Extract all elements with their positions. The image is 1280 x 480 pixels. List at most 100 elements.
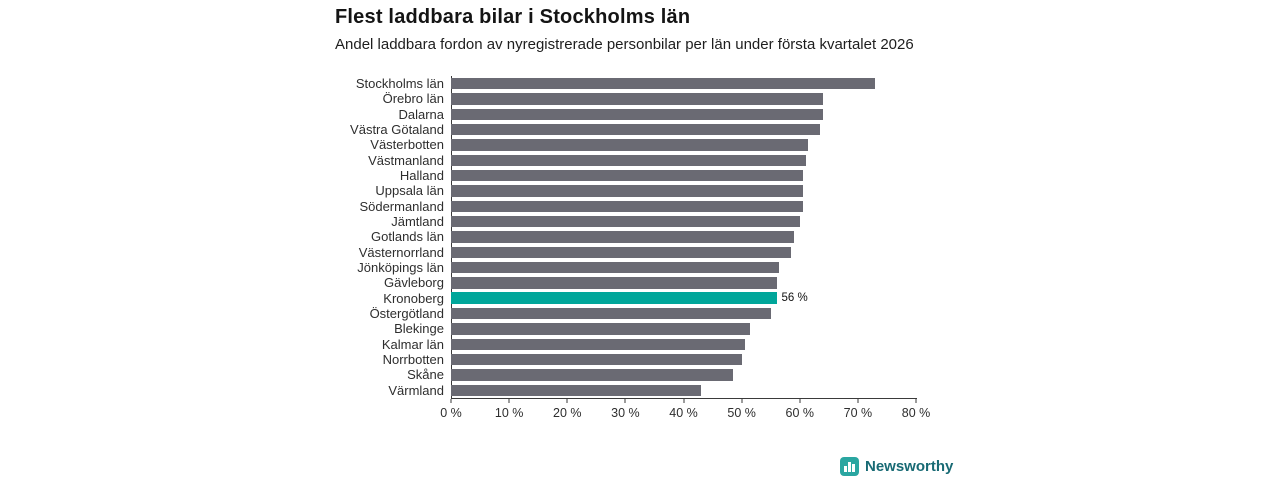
bar-row: Blekinge bbox=[335, 321, 920, 336]
bar-label: Västernorrland bbox=[358, 244, 444, 260]
x-tick-label: 10 % bbox=[494, 406, 524, 420]
bar-row: Skåne bbox=[335, 367, 920, 382]
bar bbox=[451, 108, 823, 120]
bar bbox=[451, 369, 733, 381]
bar-row: Stockholms län bbox=[335, 76, 920, 91]
bar-label: Kronoberg bbox=[383, 290, 444, 306]
bar bbox=[451, 277, 777, 289]
chart-subtitle: Andel laddbara fordon av nyregistrerade … bbox=[335, 36, 914, 53]
bar-row: Halland bbox=[335, 168, 920, 183]
bar bbox=[451, 231, 794, 243]
x-tick-mark bbox=[566, 399, 568, 403]
bar-track bbox=[451, 337, 916, 352]
x-tick-label: 70 % bbox=[843, 406, 873, 420]
bar-row: Västra Götaland bbox=[335, 122, 920, 137]
x-tick-label: 60 % bbox=[785, 406, 815, 420]
bar-track bbox=[451, 214, 916, 229]
newsworthy-logo-text: Newsworthy bbox=[865, 458, 954, 475]
bar bbox=[451, 169, 803, 182]
bar bbox=[451, 353, 742, 366]
bar bbox=[451, 93, 823, 105]
bar-track bbox=[451, 91, 916, 106]
bar-label: Gotlands län bbox=[371, 229, 444, 245]
bar-label: Jönköpings län bbox=[357, 260, 444, 276]
bar-label: Skåne bbox=[407, 367, 444, 383]
bar-value-label: 56 % bbox=[781, 292, 808, 305]
x-tick-mark bbox=[857, 399, 859, 403]
bar bbox=[451, 139, 809, 151]
bar-track bbox=[451, 153, 916, 168]
x-tick-label: 50 % bbox=[727, 406, 756, 420]
x-tick-mark bbox=[450, 399, 452, 403]
bar-label: Gävleborg bbox=[384, 275, 444, 291]
x-axis-line bbox=[451, 398, 917, 399]
bar-label: Västra Götaland bbox=[350, 122, 444, 138]
bar bbox=[451, 154, 806, 166]
bar-track bbox=[451, 199, 916, 214]
bar-label: Uppsala län bbox=[375, 183, 444, 199]
x-tick-mark bbox=[915, 399, 917, 403]
bar-row: Jämtland bbox=[335, 214, 920, 229]
bar-label: Södermanland bbox=[359, 198, 444, 214]
bar-track bbox=[451, 367, 916, 382]
x-tick-label: 20 % bbox=[553, 406, 582, 420]
bar-label: Värmland bbox=[388, 382, 444, 398]
bar-track bbox=[451, 352, 916, 367]
bar-row: Västernorrland bbox=[335, 245, 920, 260]
bar-track bbox=[451, 229, 916, 244]
bar-label: Kalmar län bbox=[381, 336, 444, 352]
bar bbox=[451, 123, 821, 136]
bar-label: Blekinge bbox=[394, 321, 444, 337]
bar-row: Kronoberg 56 % bbox=[335, 291, 920, 306]
x-tick-mark bbox=[624, 399, 626, 403]
chart-rows: Stockholms län Örebro län Dalarna Västra Gö… bbox=[335, 76, 920, 398]
bar-row: Dalarna bbox=[335, 107, 920, 122]
bar-track bbox=[451, 168, 916, 183]
bar-label: Jämtland bbox=[391, 214, 444, 230]
bar-label: Örebro län bbox=[382, 91, 444, 107]
bar-highlighted bbox=[451, 292, 777, 305]
bar-row: Södermanland bbox=[335, 199, 920, 214]
x-tick-mark bbox=[683, 399, 684, 403]
bar-track bbox=[451, 260, 916, 275]
bar-label: Östergötland bbox=[369, 306, 444, 322]
bar-label: Västmanland bbox=[368, 152, 444, 168]
bar bbox=[451, 338, 745, 350]
bar-row: Gotlands län bbox=[335, 229, 920, 244]
bar bbox=[451, 78, 876, 90]
x-tick-label: 0 % bbox=[440, 406, 462, 420]
bar-chart: Stockholms län Örebro län Dalarna Västra Gö… bbox=[335, 76, 930, 425]
bar-row: Gävleborg bbox=[335, 275, 920, 290]
x-tick-mark bbox=[508, 399, 510, 403]
bar-track bbox=[451, 383, 916, 398]
bar bbox=[451, 384, 701, 396]
bar-track bbox=[451, 137, 916, 152]
bar-row: Västerbotten bbox=[335, 137, 920, 152]
bar-row: Jönköpings län bbox=[335, 260, 920, 275]
bar-label: Västerbotten bbox=[370, 137, 444, 153]
bar-track bbox=[451, 321, 916, 336]
x-tick-label: 80 % bbox=[901, 406, 931, 420]
bar-row: Värmland bbox=[335, 383, 920, 398]
bar-row: Västmanland bbox=[335, 153, 920, 168]
x-axis-ticks: 0 % 10 % 20 % 30 % 40 % 50 % 60 % 70 % 80 % bbox=[440, 399, 930, 425]
bar bbox=[451, 261, 780, 274]
bar-label: Stockholms län bbox=[355, 76, 444, 92]
bar bbox=[451, 307, 771, 320]
bar-row: Norrbotten bbox=[335, 352, 920, 367]
bar-track: 56 % bbox=[451, 291, 916, 306]
bar bbox=[451, 323, 751, 335]
bar-track bbox=[451, 245, 916, 260]
bar bbox=[451, 200, 803, 212]
x-tick-mark bbox=[741, 399, 743, 403]
bar-chart-logo-icon bbox=[840, 457, 859, 476]
bar-track bbox=[451, 122, 916, 137]
bar-row: Östergötland bbox=[335, 306, 920, 321]
bar-label: Dalarna bbox=[398, 106, 444, 122]
bar-track bbox=[451, 306, 916, 321]
newsworthy-logo: Newsworthy bbox=[840, 457, 953, 476]
bar-row: Örebro län bbox=[335, 91, 920, 106]
x-tick-label: 30 % bbox=[611, 406, 640, 420]
bar-row: Kalmar län bbox=[335, 337, 920, 352]
bar-track bbox=[451, 76, 916, 91]
